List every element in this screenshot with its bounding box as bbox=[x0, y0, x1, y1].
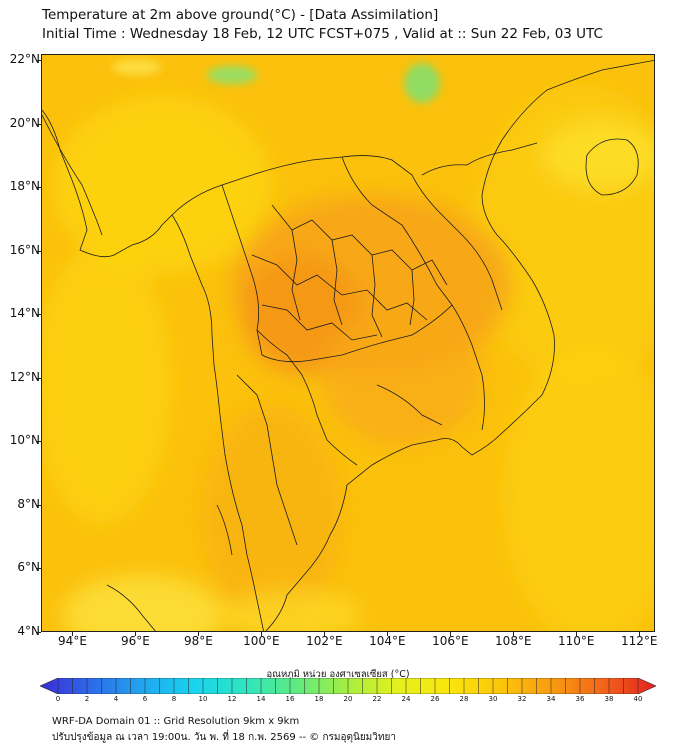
coastlines-borders bbox=[42, 59, 654, 631]
latitude-label: 12°N bbox=[9, 369, 40, 384]
colorbar-label: 22 bbox=[372, 695, 382, 703]
latitude-tick bbox=[37, 441, 41, 443]
longitude-label: 100°E bbox=[243, 634, 280, 648]
colorbar-label: 24 bbox=[401, 695, 411, 703]
colorbar-label: 26 bbox=[430, 695, 440, 703]
colorbar-label: 18 bbox=[314, 695, 324, 703]
cool-patches bbox=[112, 59, 440, 103]
longitude-label: 108°E bbox=[495, 634, 532, 648]
longitude-label: 110°E bbox=[558, 634, 595, 648]
longitude-tick bbox=[135, 632, 137, 636]
chart-title: Temperature at 2m above ground(°C) - [Da… bbox=[42, 7, 439, 23]
longitude-tick bbox=[72, 632, 74, 636]
footer-resolution: WRF-DA Domain 01 :: Grid Resolution 9km … bbox=[52, 716, 300, 727]
temperature-field bbox=[42, 55, 654, 631]
latitude-label: 10°N bbox=[9, 433, 40, 448]
longitude-label: 104°E bbox=[369, 634, 406, 648]
longitude-label: 106°E bbox=[432, 634, 469, 648]
latitude-tick bbox=[37, 377, 41, 379]
latitude-label: 16°N bbox=[9, 242, 40, 257]
latitude-label: 14°N bbox=[9, 306, 40, 321]
latitude-label: 20°N bbox=[9, 115, 40, 130]
colorbar-label: 40 bbox=[633, 695, 643, 703]
latitude-tick bbox=[37, 504, 41, 506]
colorbar-label: 28 bbox=[459, 695, 469, 703]
colorbar-label: 34 bbox=[546, 695, 556, 703]
temperature-shading bbox=[42, 85, 654, 631]
colorbar-label: 14 bbox=[256, 695, 266, 703]
colorbar-label: 32 bbox=[517, 695, 527, 703]
longitude-label: 112°E bbox=[621, 634, 658, 648]
chart-subtitle: Initial Time : Wednesday 18 Feb, 12 UTC … bbox=[42, 26, 603, 42]
colorbar bbox=[40, 678, 656, 694]
colorbar-label: 30 bbox=[488, 695, 498, 703]
longitude-tick bbox=[324, 632, 326, 636]
latitude-label: 18°N bbox=[9, 179, 40, 194]
longitude-tick bbox=[387, 632, 389, 636]
colorbar-label: 4 bbox=[113, 695, 119, 703]
colorbar-label: 6 bbox=[142, 695, 148, 703]
colorbar-label: 20 bbox=[343, 695, 353, 703]
latitude-label: 6°N bbox=[17, 560, 40, 575]
longitude-label: 94°E bbox=[58, 634, 87, 648]
longitude-tick bbox=[639, 632, 641, 636]
colorbar-label: 10 bbox=[198, 695, 208, 703]
latitude-tick bbox=[37, 568, 41, 570]
latitude-label: 22°N bbox=[9, 52, 40, 67]
latitude-label: 8°N bbox=[17, 496, 40, 511]
longitude-label: 102°E bbox=[306, 634, 343, 648]
colorbar-label: 2 bbox=[84, 695, 90, 703]
colorbar-label: 36 bbox=[575, 695, 585, 703]
longitude-tick bbox=[576, 632, 578, 636]
longitude-tick bbox=[198, 632, 200, 636]
latitude-tick bbox=[37, 250, 41, 252]
longitude-tick bbox=[513, 632, 515, 636]
colorbar-label: 38 bbox=[604, 695, 614, 703]
colorbar-label: 12 bbox=[227, 695, 237, 703]
latitude-tick bbox=[37, 187, 41, 189]
latitude-label: 4°N bbox=[17, 624, 40, 638]
colorbar-label: 16 bbox=[285, 695, 295, 703]
latitude-tick bbox=[37, 60, 41, 62]
colorbar-label: 0 bbox=[55, 695, 61, 703]
longitude-label: 96°E bbox=[121, 634, 150, 648]
longitude-tick bbox=[261, 632, 263, 636]
colorbar-title: อุณหภูมิ หน่วย องศาเซลเซียส (°C) bbox=[266, 669, 410, 680]
latitude-tick bbox=[37, 123, 41, 125]
longitude-label: 98°E bbox=[183, 634, 213, 648]
footer-update-time: ปรับปรุงข้อมูล ณ เวลา 19:00น. วัน พ. ที่… bbox=[52, 732, 396, 743]
temperature-map[interactable] bbox=[41, 54, 655, 632]
latitude-tick bbox=[37, 314, 41, 316]
longitude-tick bbox=[450, 632, 452, 636]
colorbar-label: 8 bbox=[171, 695, 177, 703]
latitude-tick bbox=[37, 632, 41, 633]
